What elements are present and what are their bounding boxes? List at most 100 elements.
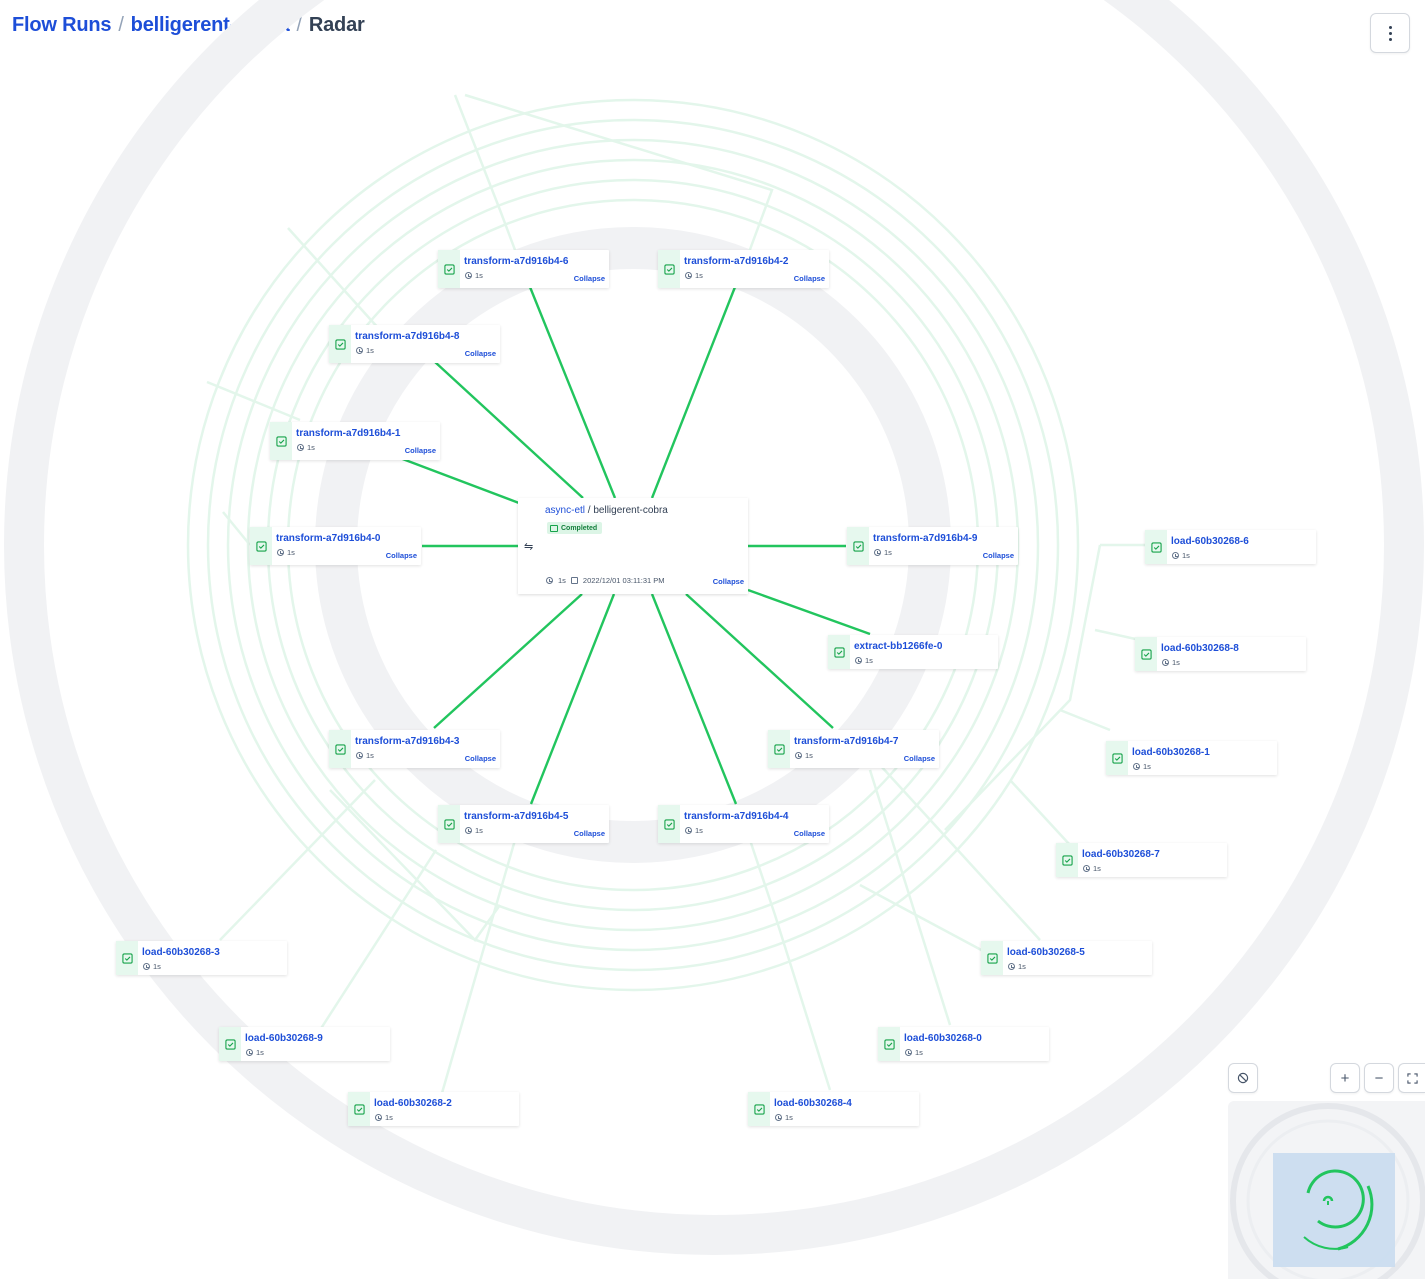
zoom-out-button[interactable]: − — [1364, 1063, 1394, 1093]
collapse-button[interactable]: Collapse — [903, 754, 935, 763]
duration-value: 1s — [366, 751, 374, 760]
collapse-button[interactable]: Collapse — [793, 274, 825, 283]
collapse-button[interactable]: Collapse — [385, 551, 417, 560]
task-run-duration: 1s — [775, 1113, 793, 1122]
collapse-button[interactable]: Collapse — [573, 829, 605, 838]
flow-run-node[interactable]: async-etl / belligerent-cobra Completed … — [518, 498, 748, 594]
task-run-node[interactable]: load-60b30268-9 1s — [219, 1027, 390, 1061]
task-run-duration: 1s — [465, 271, 483, 280]
start-time: 2022/12/01 03:11:31 PM — [582, 576, 665, 585]
task-run-name[interactable]: transform-a7d916b4-5 — [464, 811, 569, 822]
duration-value: 1s — [287, 548, 295, 557]
task-run-name[interactable]: load-60b30268-5 — [1007, 947, 1085, 958]
duration-value: 1s — [153, 962, 161, 971]
task-run-duration: 1s — [246, 1048, 264, 1057]
duration-value: 1s — [475, 271, 483, 280]
task-run-name[interactable]: load-60b30268-7 — [1082, 849, 1160, 860]
clock-icon — [277, 549, 284, 556]
fit-view-button[interactable] — [1398, 1063, 1425, 1093]
flow-run-meta: 1s 2022/12/01 03:11:31 PM — [546, 576, 665, 585]
completed-check-icon — [663, 818, 675, 830]
task-run-node[interactable]: load-60b30268-3 1s — [116, 941, 287, 975]
task-run-duration: 1s — [356, 751, 374, 760]
task-run-node[interactable]: extract-bb1266fe-0 1s — [828, 635, 998, 669]
completed-check-icon — [1061, 854, 1073, 866]
clock-icon — [546, 577, 553, 584]
task-run-node[interactable]: load-60b30268-1 1s — [1106, 741, 1277, 775]
task-run-duration: 1s — [143, 962, 161, 971]
task-run-node[interactable]: load-60b30268-4 1s — [748, 1092, 919, 1126]
clock-icon — [685, 827, 692, 834]
state-indicator — [1145, 530, 1167, 564]
task-run-node[interactable]: transform-a7d916b4-5 1s Collapse — [438, 805, 609, 843]
task-run-node[interactable]: transform-a7d916b4-3 1s Collapse — [329, 730, 500, 768]
task-run-name[interactable]: load-60b30268-3 — [142, 947, 220, 958]
task-run-name[interactable]: load-60b30268-1 — [1132, 747, 1210, 758]
task-run-node[interactable]: load-60b30268-5 1s — [981, 941, 1152, 975]
breadcrumb-flow-runs[interactable]: Flow Runs — [12, 14, 112, 36]
more-menu-button[interactable] — [1370, 13, 1410, 53]
task-run-node[interactable]: transform-a7d916b4-6 1s Collapse — [438, 250, 609, 288]
task-run-node[interactable]: transform-a7d916b4-2 1s Collapse — [658, 250, 829, 288]
state-indicator — [438, 805, 460, 843]
state-indicator — [658, 250, 680, 288]
state-label: Completed — [561, 524, 598, 532]
clock-icon — [465, 827, 472, 834]
task-run-node[interactable]: load-60b30268-7 1s — [1056, 843, 1227, 877]
task-run-name[interactable]: transform-a7d916b4-7 — [794, 736, 899, 747]
task-run-duration: 1s — [1162, 658, 1180, 667]
task-run-name[interactable]: transform-a7d916b4-3 — [355, 736, 460, 747]
completed-check-icon — [1150, 541, 1162, 553]
task-run-name[interactable]: transform-a7d916b4-1 — [296, 428, 401, 439]
task-run-node[interactable]: transform-a7d916b4-7 1s Collapse — [768, 730, 939, 768]
state-indicator — [270, 422, 292, 460]
task-run-name[interactable]: transform-a7d916b4-6 — [464, 256, 569, 267]
task-run-node[interactable]: transform-a7d916b4-4 1s Collapse — [658, 805, 829, 843]
task-run-name[interactable]: load-60b30268-2 — [374, 1098, 452, 1109]
zoom-in-button[interactable]: + — [1330, 1063, 1360, 1093]
title-separator: / — [587, 505, 591, 516]
task-run-name[interactable]: transform-a7d916b4-0 — [276, 533, 381, 544]
duration-value: 1s — [865, 656, 873, 665]
collapse-button[interactable]: Collapse — [793, 829, 825, 838]
collapse-button[interactable]: Collapse — [464, 754, 496, 763]
task-run-node[interactable]: load-60b30268-2 1s — [348, 1092, 519, 1126]
task-run-name[interactable]: load-60b30268-0 — [904, 1033, 982, 1044]
duration-value: 1s — [695, 826, 703, 835]
minimap[interactable] — [1228, 1101, 1425, 1279]
collapse-button[interactable]: Collapse — [404, 446, 436, 455]
reset-view-button[interactable] — [1228, 1063, 1258, 1093]
task-run-node[interactable]: load-60b30268-6 1s — [1145, 530, 1316, 564]
task-run-node[interactable]: transform-a7d916b4-9 1s Collapse — [847, 527, 1018, 565]
task-run-duration: 1s — [855, 656, 873, 665]
task-run-name[interactable]: extract-bb1266fe-0 — [854, 641, 943, 652]
completed-check-icon — [663, 263, 675, 275]
task-run-name[interactable]: load-60b30268-9 — [245, 1033, 323, 1044]
task-run-node[interactable]: load-60b30268-0 1s — [878, 1027, 1049, 1061]
duration-value: 1s — [256, 1048, 264, 1057]
task-run-node[interactable]: transform-a7d916b4-8 1s Collapse — [329, 325, 500, 363]
task-run-name[interactable]: load-60b30268-6 — [1171, 536, 1249, 547]
state-indicator — [329, 730, 351, 768]
flow-name-link[interactable]: async-etl — [545, 505, 586, 516]
task-run-name[interactable]: transform-a7d916b4-9 — [873, 533, 978, 544]
completed-check-icon — [353, 1103, 365, 1115]
task-run-node[interactable]: transform-a7d916b4-0 1s Collapse — [250, 527, 421, 565]
completed-check-icon — [833, 646, 845, 658]
collapse-button[interactable]: Collapse — [464, 349, 496, 358]
completed-check-icon — [224, 1038, 236, 1050]
collapse-button[interactable]: Collapse — [573, 274, 605, 283]
collapse-button[interactable]: Collapse — [712, 577, 744, 586]
collapse-button[interactable]: Collapse — [982, 551, 1014, 560]
task-run-name[interactable]: transform-a7d916b4-8 — [355, 331, 460, 342]
task-run-node[interactable]: transform-a7d916b4-1 1s Collapse — [270, 422, 440, 460]
task-run-name[interactable]: transform-a7d916b4-4 — [684, 811, 789, 822]
clock-icon — [795, 752, 802, 759]
ban-icon — [1237, 1072, 1249, 1084]
task-run-name[interactable]: load-60b30268-8 — [1161, 643, 1239, 654]
task-run-name[interactable]: transform-a7d916b4-2 — [684, 256, 789, 267]
task-run-name[interactable]: load-60b30268-4 — [774, 1098, 852, 1109]
task-run-duration: 1s — [465, 826, 483, 835]
task-run-node[interactable]: load-60b30268-8 1s — [1135, 637, 1306, 671]
more-vertical-icon — [1388, 25, 1392, 41]
